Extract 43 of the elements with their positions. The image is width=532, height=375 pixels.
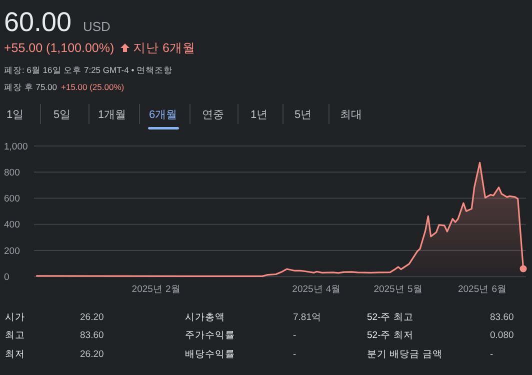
- text: 52-주 최고: [367, 312, 414, 323]
- text: 1일: [6, 109, 24, 121]
- text: 지난 6개월: [133, 41, 196, 55]
- text: 배당수익률: [185, 349, 235, 360]
- text: 시가: [5, 312, 25, 323]
- text: 26.20: [80, 312, 104, 323]
- text: 83.60: [490, 312, 514, 323]
- text: 폐장 후 75.00: [4, 82, 58, 92]
- x-tick-label: 2025년 6월: [458, 284, 508, 295]
- text: -: [293, 349, 296, 360]
- x-tick-label: 2025년 4월: [292, 284, 342, 295]
- text: 최저: [5, 349, 25, 360]
- text: -: [293, 330, 296, 341]
- text: 주가수익률: [185, 330, 235, 341]
- text: 5일: [53, 109, 71, 121]
- text: 1년: [250, 109, 268, 121]
- y-tick-label: 800: [4, 167, 20, 178]
- text: 최대: [340, 109, 362, 121]
- text: -: [490, 349, 494, 360]
- text: 26.20: [80, 349, 104, 360]
- text: 최고: [5, 330, 25, 341]
- text: 83.60: [80, 330, 104, 341]
- chart-title: 60.00: [4, 7, 72, 37]
- text: 6개월: [148, 109, 178, 121]
- text: 0.080: [490, 330, 514, 341]
- x-tick-label: 2025년 2월: [132, 284, 181, 295]
- text: 시가총액: [185, 312, 225, 323]
- text: 5년: [294, 109, 312, 121]
- text: 1개월: [98, 109, 126, 121]
- y-tick-label: 200: [4, 246, 20, 257]
- y-tick-label: 600: [4, 194, 20, 205]
- text: 7.81억: [293, 312, 322, 323]
- text: +15.00 (25.00%): [61, 82, 124, 92]
- text: 52-주 최저: [367, 330, 414, 341]
- text: USD: [83, 19, 110, 34]
- y-tick-label: 1,000: [4, 141, 28, 152]
- text: 연중: [202, 109, 224, 121]
- y-tick-label: 0: [4, 272, 10, 283]
- x-tick-label: 2025년 5월: [374, 284, 423, 295]
- y-tick-label: 400: [4, 220, 20, 231]
- text: 분기 배당금 금액: [367, 349, 442, 360]
- text: 폐장: 6월 16일 오후 7:25 GMT-4 • 면책조항: [4, 65, 173, 75]
- chart-subtitle: +55.00 (1,100.00%): [4, 41, 114, 55]
